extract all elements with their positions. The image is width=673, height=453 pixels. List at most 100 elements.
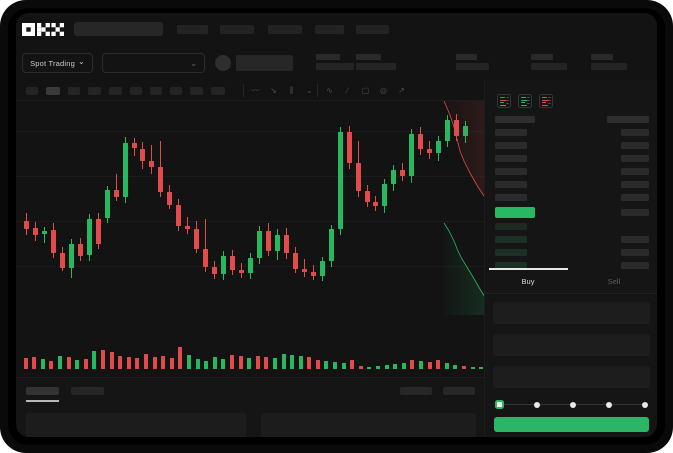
orders-action-2[interactable] <box>443 387 475 395</box>
toolbar-separator <box>243 84 244 97</box>
orderbook-bid-row[interactable] <box>495 236 527 243</box>
ruler-icon[interactable]: ∕ <box>346 86 349 95</box>
slider-stop-50[interactable] <box>570 401 576 408</box>
pair-select-dropdown[interactable]: ⌄ <box>102 53 205 73</box>
volume-bar <box>427 362 432 369</box>
volume-bar <box>436 360 441 369</box>
okx-logo[interactable] <box>22 23 64 36</box>
candle <box>122 101 128 315</box>
orderbook-ask-row[interactable] <box>495 194 527 201</box>
candle-wick <box>187 217 189 234</box>
line-chart-icon[interactable]: ∿ <box>326 86 333 95</box>
orderbook-best-amount <box>621 209 649 216</box>
nav-item-3[interactable] <box>268 25 302 34</box>
orderbook-rows[interactable] <box>485 116 657 269</box>
candle-body <box>310 272 316 276</box>
submit-buy-button[interactable] <box>494 417 649 432</box>
orderbook-bid-row[interactable] <box>495 249 527 256</box>
stat-24h-change <box>316 54 354 70</box>
settings-icon[interactable]: ◎ <box>380 86 387 95</box>
tf-1mo[interactable] <box>190 87 203 95</box>
tf-1m[interactable] <box>26 87 38 95</box>
tf-1d[interactable] <box>150 87 162 95</box>
candle <box>239 101 245 315</box>
ob-mode-bids-icon[interactable] <box>518 94 532 108</box>
tab-open-orders[interactable] <box>26 387 59 395</box>
volume-bar <box>401 363 406 369</box>
orders-action-1[interactable] <box>400 387 432 395</box>
orderbook-ask-row[interactable] <box>495 155 527 162</box>
chart-type-icon[interactable]: ⫼ <box>289 86 294 95</box>
indicator-icon[interactable]: 〰 <box>251 86 260 95</box>
tf-1w[interactable] <box>170 87 182 95</box>
candle-body <box>86 219 92 255</box>
spot-trading-dropdown[interactable]: Spot Trading ⌄ <box>22 53 93 73</box>
toolbar-separator <box>317 84 318 97</box>
orderbook-ask-row[interactable] <box>495 142 527 149</box>
gridline-2 <box>16 221 484 222</box>
volume-bar <box>75 360 80 369</box>
amount-field[interactable] <box>493 366 650 388</box>
volume-bar <box>307 357 312 369</box>
fullscreen-icon[interactable]: ↗ <box>398 86 405 95</box>
candle-body <box>436 141 442 153</box>
candlestick-chart[interactable] <box>16 101 484 315</box>
okx-logo-icon <box>22 23 64 36</box>
tab-active-underline <box>26 400 59 402</box>
order-type-field[interactable] <box>493 302 650 324</box>
orderbook-bid-row[interactable] <box>495 262 527 269</box>
volume-bar <box>470 367 475 369</box>
slider-stop-100[interactable] <box>642 401 648 408</box>
tf-30m[interactable] <box>88 87 101 95</box>
candle-wick <box>151 145 153 174</box>
gridline-1 <box>16 176 484 177</box>
tf-more[interactable] <box>211 87 225 95</box>
chevron-down-icon[interactable]: ⌄ <box>306 86 313 95</box>
orders-card-left[interactable] <box>26 413 246 437</box>
chevron-down-icon: ⌄ <box>190 59 197 68</box>
gridline-0 <box>16 131 484 132</box>
spot-trading-label: Spot Trading <box>30 58 76 68</box>
search-input[interactable] <box>74 22 163 36</box>
tab-order-history[interactable] <box>71 387 104 395</box>
orderbook-ask-amount <box>621 155 649 162</box>
ob-mode-both-icon[interactable] <box>497 94 511 108</box>
candle-body <box>292 253 298 269</box>
depth-chart-svg <box>443 101 496 341</box>
orderbook-bid-row[interactable] <box>495 223 527 230</box>
volume-bar <box>376 366 381 369</box>
candle-body <box>77 244 83 256</box>
tab-sell[interactable]: Sell <box>571 268 657 294</box>
volume-bar <box>358 366 363 369</box>
stat-24h-high <box>356 54 396 70</box>
tf-4h[interactable] <box>130 87 142 95</box>
candle <box>77 101 83 315</box>
price-field[interactable] <box>493 334 650 356</box>
orderbook-ask-amount <box>621 142 649 149</box>
nav-item-1[interactable] <box>177 25 208 34</box>
nav-item-5[interactable] <box>356 25 389 34</box>
nav-item-4[interactable] <box>315 25 344 34</box>
volume-bar <box>92 351 97 369</box>
amount-slider[interactable] <box>495 400 648 409</box>
volume-bar <box>135 358 140 369</box>
volume-chart <box>16 315 484 377</box>
volume-bar <box>324 361 329 369</box>
compare-icon[interactable]: ↘ <box>270 86 277 95</box>
slider-handle[interactable] <box>495 400 504 409</box>
nav-item-2[interactable] <box>220 25 254 34</box>
candle <box>427 101 433 315</box>
slider-stop-25[interactable] <box>534 401 540 408</box>
orderbook-ask-row[interactable] <box>495 168 527 175</box>
ob-mode-asks-icon[interactable] <box>539 94 553 108</box>
tf-1h[interactable] <box>109 87 122 95</box>
tf-5m[interactable] <box>46 87 60 95</box>
camera-icon[interactable]: ▢ <box>361 86 370 95</box>
tf-15m[interactable] <box>68 87 80 95</box>
orderbook-ask-row[interactable] <box>495 129 527 136</box>
orderbook-ask-amount <box>621 168 649 175</box>
orderbook-ask-row[interactable] <box>495 181 527 188</box>
orders-card-right[interactable] <box>261 413 476 437</box>
slider-stop-75[interactable] <box>606 401 612 408</box>
tab-buy[interactable]: Buy <box>485 268 571 294</box>
